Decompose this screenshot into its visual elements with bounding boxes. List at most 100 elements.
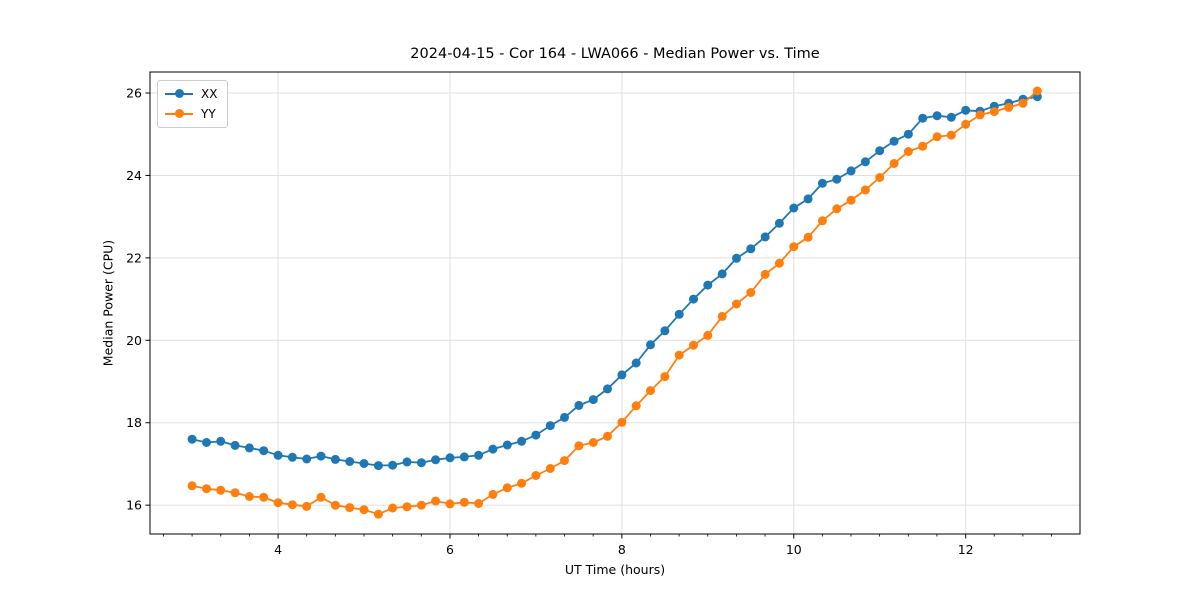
data-point-XX [474,450,484,460]
legend-line-marker-yy-icon [165,109,193,119]
data-point-YY [560,456,569,466]
data-point-XX [946,112,956,122]
y-axis-label: Median Power (CPU) [100,239,116,367]
data-point-YY [244,492,254,501]
data-point-XX [817,178,827,188]
data-point-YY [359,505,369,515]
x-tick-label: 8 [618,542,626,557]
x-axis-label: UT Time (hours) [564,562,666,577]
y-tick-label: 18 [126,415,142,430]
data-point-YY [531,471,541,480]
data-point-XX [459,452,469,462]
data-point-YY [302,501,312,511]
data-point-YY [875,173,885,182]
data-point-XX [230,440,240,450]
data-point-YY [517,478,527,488]
data-point-XX [216,436,226,446]
y-tick-label: 24 [126,168,142,183]
data-point-XX [889,136,899,146]
data-point-XX [531,430,541,440]
data-point-YY [1004,102,1014,112]
data-point-YY [488,489,498,499]
data-point-YY [1032,86,1042,96]
data-point-YY [259,492,269,502]
data-point-XX [373,461,383,471]
data-point-YY [330,500,340,510]
data-point-XX [875,146,885,156]
data-point-XX [617,370,627,380]
data-point-YY [388,503,398,513]
data-point-XX [803,194,813,204]
data-point-XX [846,166,856,176]
data-point-YY [202,484,211,494]
legend-item-yy: YY [165,106,217,122]
data-point-XX [330,454,340,464]
data-point-YY [989,107,999,117]
data-point-XX [431,455,441,465]
data-point-YY [474,499,484,508]
data-point-XX [316,451,326,461]
data-point-YY [961,119,971,129]
data-point-YY [789,242,799,252]
data-point-YY [431,496,441,506]
data-point-XX [932,111,942,121]
data-point-YY [889,159,899,168]
data-point-YY [617,417,627,427]
data-point-XX [832,174,842,184]
legend-item-xx: XX [165,86,217,102]
data-point-YY [588,438,598,447]
data-point-YY [689,340,698,350]
data-point-YY [946,130,956,140]
data-point-YY [402,502,412,512]
data-point-XX [732,253,741,263]
data-point-YY [646,386,655,396]
data-point-XX [287,452,297,462]
data-point-XX [961,105,971,115]
data-point-XX [402,457,412,467]
data-point-XX [202,438,211,447]
y-tick-label: 20 [126,333,142,348]
data-point-YY [817,216,827,226]
data-point-XX [760,232,770,242]
data-point-XX [674,309,684,319]
x-tick-label: 12 [958,542,974,557]
data-point-XX [416,458,426,468]
data-point-XX [302,454,312,464]
data-point-XX [703,280,713,290]
y-tick-label: 22 [126,250,142,265]
y-tick-label: 26 [126,86,142,101]
data-point-XX [388,460,398,470]
legend-label-yy: YY [201,107,216,121]
data-point-YY [732,299,741,309]
data-point-YY [717,311,727,321]
legend-line-marker-xx-icon [165,89,193,99]
x-tick-label: 6 [446,542,454,557]
data-point-YY [273,498,283,508]
data-point-XX [517,436,527,446]
data-point-YY [703,330,713,340]
data-point-XX [660,326,670,336]
data-point-YY [660,372,670,382]
data-point-YY [373,509,383,519]
data-point-XX [345,457,355,466]
data-point-XX [488,444,498,454]
data-point-YY [1018,98,1028,108]
legend-label-xx: XX [201,87,218,101]
data-point-XX [259,446,269,456]
data-point-YY [860,185,870,195]
data-point-XX [789,203,799,213]
data-point-XX [903,129,913,139]
data-point-XX [574,400,584,410]
y-tick-label: 16 [126,498,142,513]
data-point-XX [774,218,784,228]
data-point-YY [903,147,913,156]
data-point-YY [287,500,297,510]
data-point-YY [216,485,226,495]
data-point-YY [187,481,197,491]
data-point-XX [588,395,598,405]
data-point-XX [631,358,641,368]
data-point-YY [603,431,612,441]
data-point-YY [774,258,784,268]
